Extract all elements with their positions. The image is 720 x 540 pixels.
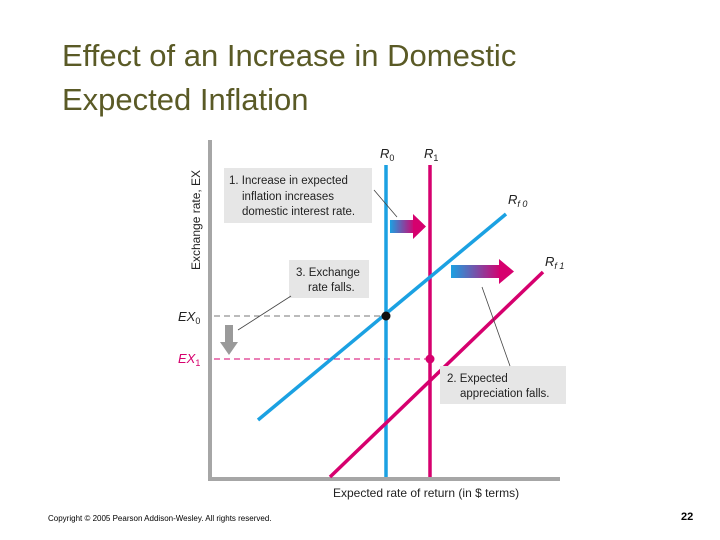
callout-1: 1. Increase in expected inflation increa… [224,168,398,223]
exchange-rate-fall-arrow [220,325,238,355]
r-shift-arrow [390,214,426,239]
rf1-curve [328,270,545,479]
equilibrium-point-1 [381,311,391,321]
ex1-label: EX1 [178,351,200,368]
slide-title-line-1: Effect of an Increase in Domestic [62,38,517,73]
x-axis-label: Expected rate of return (in $ terms) [333,486,519,500]
callout-2-line-2: appreciation falls. [460,388,550,400]
slide-title: Effect of an Increase in Domestic Expect… [62,34,662,122]
callout-3-line-1: 3. Exchange [296,267,360,279]
callout-1-line-2: inflation increases [242,191,334,203]
rf1-label: Rf 1 [545,254,564,271]
r0-label: R0 [380,146,394,163]
callout-2: 2. Expected appreciation falls. [440,286,566,404]
callout-2-line-1: 2. Expected [447,373,508,385]
equilibrium-point-2 [425,354,435,364]
callout-3-line-2: rate falls. [308,282,355,294]
rf0-label: Rf 0 [508,192,527,209]
y-axis-label: Exchange rate, EX [189,170,203,270]
copyright-notice: Copyright © 2005 Pearson Addison-Wesley.… [48,514,272,523]
slide-title-line-2: Expected Inflation [62,82,309,117]
ex0-label: EX0 [178,309,200,326]
rf-shift-arrow [451,259,514,284]
callout-1-line-3: domestic interest rate. [242,206,355,218]
callout-1-line-1: 1. Increase in expected [229,175,348,187]
r1-label: R1 [424,146,438,163]
page-number: 22 [681,511,694,523]
callout-3: 3. Exchange rate falls. [237,260,369,331]
